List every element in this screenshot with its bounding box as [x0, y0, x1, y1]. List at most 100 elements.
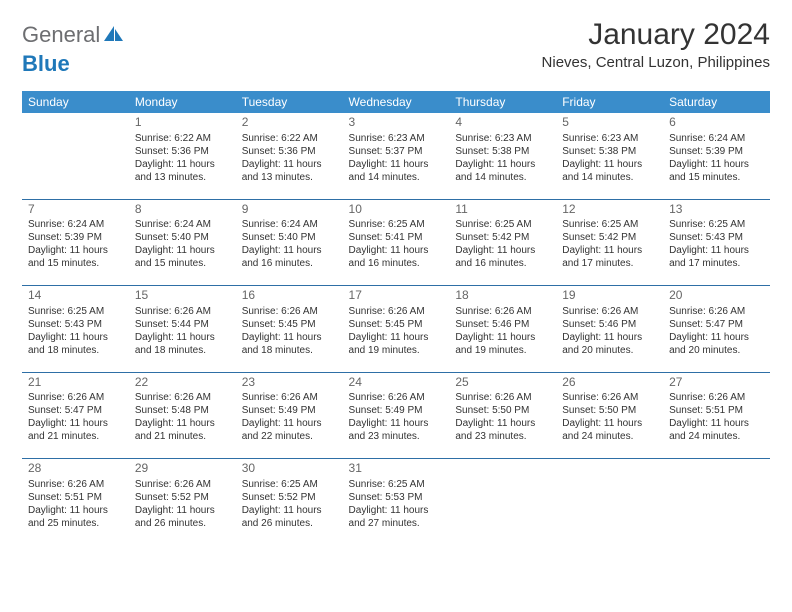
logo: General	[22, 18, 127, 48]
sunrise-line: Sunrise: 6:25 AM	[349, 218, 444, 231]
weekday-header-tuesday: Tuesday	[236, 91, 343, 113]
sunset-line: Sunset: 5:51 PM	[669, 404, 764, 417]
daylight-line-2: and 22 minutes.	[242, 430, 337, 443]
day-number: 5	[562, 115, 657, 131]
calendar-cell: 31Sunrise: 6:25 AMSunset: 5:53 PMDayligh…	[343, 459, 450, 545]
daylight-line-2: and 21 minutes.	[28, 430, 123, 443]
sunrise-line: Sunrise: 6:25 AM	[28, 305, 123, 318]
sunrise-line: Sunrise: 6:26 AM	[455, 305, 550, 318]
daylight-line-1: Daylight: 11 hours	[455, 244, 550, 257]
day-number: 28	[28, 461, 123, 477]
sunrise-line: Sunrise: 6:26 AM	[669, 391, 764, 404]
sunrise-line: Sunrise: 6:22 AM	[135, 132, 230, 145]
calendar-cell: 19Sunrise: 6:26 AMSunset: 5:46 PMDayligh…	[556, 286, 663, 372]
sunset-line: Sunset: 5:38 PM	[562, 145, 657, 158]
day-number: 16	[242, 288, 337, 304]
calendar-cell: 28Sunrise: 6:26 AMSunset: 5:51 PMDayligh…	[22, 459, 129, 545]
sunset-line: Sunset: 5:36 PM	[242, 145, 337, 158]
day-number: 1	[135, 115, 230, 131]
daylight-line-2: and 26 minutes.	[135, 517, 230, 530]
sunrise-line: Sunrise: 6:26 AM	[455, 391, 550, 404]
sunrise-line: Sunrise: 6:26 AM	[669, 305, 764, 318]
calendar-cell: 17Sunrise: 6:26 AMSunset: 5:45 PMDayligh…	[343, 286, 450, 372]
sunrise-line: Sunrise: 6:26 AM	[562, 391, 657, 404]
day-number: 26	[562, 375, 657, 391]
daylight-line-2: and 26 minutes.	[242, 517, 337, 530]
sunset-line: Sunset: 5:45 PM	[242, 318, 337, 331]
daylight-line-1: Daylight: 11 hours	[242, 417, 337, 430]
calendar-cell: 6Sunrise: 6:24 AMSunset: 5:39 PMDaylight…	[663, 113, 770, 199]
sunrise-line: Sunrise: 6:26 AM	[135, 305, 230, 318]
calendar-cell: 5Sunrise: 6:23 AMSunset: 5:38 PMDaylight…	[556, 113, 663, 199]
day-number: 11	[455, 202, 550, 218]
sunset-line: Sunset: 5:43 PM	[28, 318, 123, 331]
daylight-line-2: and 19 minutes.	[455, 344, 550, 357]
sunset-line: Sunset: 5:43 PM	[669, 231, 764, 244]
calendar-week-row: 28Sunrise: 6:26 AMSunset: 5:51 PMDayligh…	[22, 459, 770, 545]
calendar-cell: 8Sunrise: 6:24 AMSunset: 5:40 PMDaylight…	[129, 200, 236, 286]
calendar-body: 1Sunrise: 6:22 AMSunset: 5:36 PMDaylight…	[22, 113, 770, 545]
daylight-line-1: Daylight: 11 hours	[349, 417, 444, 430]
sunset-line: Sunset: 5:53 PM	[349, 491, 444, 504]
daylight-line-1: Daylight: 11 hours	[242, 158, 337, 171]
daylight-line-2: and 20 minutes.	[669, 344, 764, 357]
day-number: 10	[349, 202, 444, 218]
daylight-line-2: and 14 minutes.	[455, 171, 550, 184]
day-number: 21	[28, 375, 123, 391]
daylight-line-2: and 21 minutes.	[135, 430, 230, 443]
day-number: 18	[455, 288, 550, 304]
daylight-line-1: Daylight: 11 hours	[562, 331, 657, 344]
day-number: 6	[669, 115, 764, 131]
day-number: 31	[349, 461, 444, 477]
daylight-line-2: and 18 minutes.	[135, 344, 230, 357]
day-number: 29	[135, 461, 230, 477]
page-title: January 2024	[542, 18, 770, 52]
calendar-cell: 12Sunrise: 6:25 AMSunset: 5:42 PMDayligh…	[556, 200, 663, 286]
day-number: 14	[28, 288, 123, 304]
sunrise-line: Sunrise: 6:25 AM	[669, 218, 764, 231]
daylight-line-1: Daylight: 11 hours	[242, 504, 337, 517]
sunset-line: Sunset: 5:52 PM	[242, 491, 337, 504]
calendar-cell: 13Sunrise: 6:25 AMSunset: 5:43 PMDayligh…	[663, 200, 770, 286]
title-block: January 2024 Nieves, Central Luzon, Phil…	[542, 18, 770, 71]
daylight-line-1: Daylight: 11 hours	[135, 158, 230, 171]
day-number: 13	[669, 202, 764, 218]
calendar-week-row: 7Sunrise: 6:24 AMSunset: 5:39 PMDaylight…	[22, 200, 770, 286]
sunrise-line: Sunrise: 6:26 AM	[562, 305, 657, 318]
daylight-line-1: Daylight: 11 hours	[135, 331, 230, 344]
daylight-line-1: Daylight: 11 hours	[562, 244, 657, 257]
sunset-line: Sunset: 5:36 PM	[135, 145, 230, 158]
daylight-line-1: Daylight: 11 hours	[669, 417, 764, 430]
sunset-line: Sunset: 5:49 PM	[242, 404, 337, 417]
day-number: 9	[242, 202, 337, 218]
sunrise-line: Sunrise: 6:26 AM	[135, 391, 230, 404]
sunrise-line: Sunrise: 6:26 AM	[242, 305, 337, 318]
day-number: 3	[349, 115, 444, 131]
daylight-line-2: and 27 minutes.	[349, 517, 444, 530]
weekday-header-saturday: Saturday	[663, 91, 770, 113]
daylight-line-1: Daylight: 11 hours	[349, 331, 444, 344]
daylight-line-2: and 20 minutes.	[562, 344, 657, 357]
calendar-cell: 15Sunrise: 6:26 AMSunset: 5:44 PMDayligh…	[129, 286, 236, 372]
daylight-line-2: and 17 minutes.	[669, 257, 764, 270]
daylight-line-1: Daylight: 11 hours	[28, 504, 123, 517]
calendar-cell: 1Sunrise: 6:22 AMSunset: 5:36 PMDaylight…	[129, 113, 236, 199]
calendar-cell: 30Sunrise: 6:25 AMSunset: 5:52 PMDayligh…	[236, 459, 343, 545]
daylight-line-2: and 16 minutes.	[455, 257, 550, 270]
day-number: 24	[349, 375, 444, 391]
daylight-line-2: and 15 minutes.	[669, 171, 764, 184]
day-number: 23	[242, 375, 337, 391]
calendar-cell: 24Sunrise: 6:26 AMSunset: 5:49 PMDayligh…	[343, 373, 450, 459]
calendar-cell: 21Sunrise: 6:26 AMSunset: 5:47 PMDayligh…	[22, 373, 129, 459]
sunrise-line: Sunrise: 6:23 AM	[562, 132, 657, 145]
calendar-week-row: 1Sunrise: 6:22 AMSunset: 5:36 PMDaylight…	[22, 113, 770, 199]
sunrise-line: Sunrise: 6:26 AM	[28, 478, 123, 491]
calendar-cell: 18Sunrise: 6:26 AMSunset: 5:46 PMDayligh…	[449, 286, 556, 372]
calendar-cell	[22, 113, 129, 199]
daylight-line-1: Daylight: 11 hours	[135, 504, 230, 517]
sunrise-line: Sunrise: 6:25 AM	[242, 478, 337, 491]
sunset-line: Sunset: 5:40 PM	[135, 231, 230, 244]
calendar-cell: 3Sunrise: 6:23 AMSunset: 5:37 PMDaylight…	[343, 113, 450, 199]
daylight-line-1: Daylight: 11 hours	[349, 158, 444, 171]
daylight-line-2: and 14 minutes.	[349, 171, 444, 184]
